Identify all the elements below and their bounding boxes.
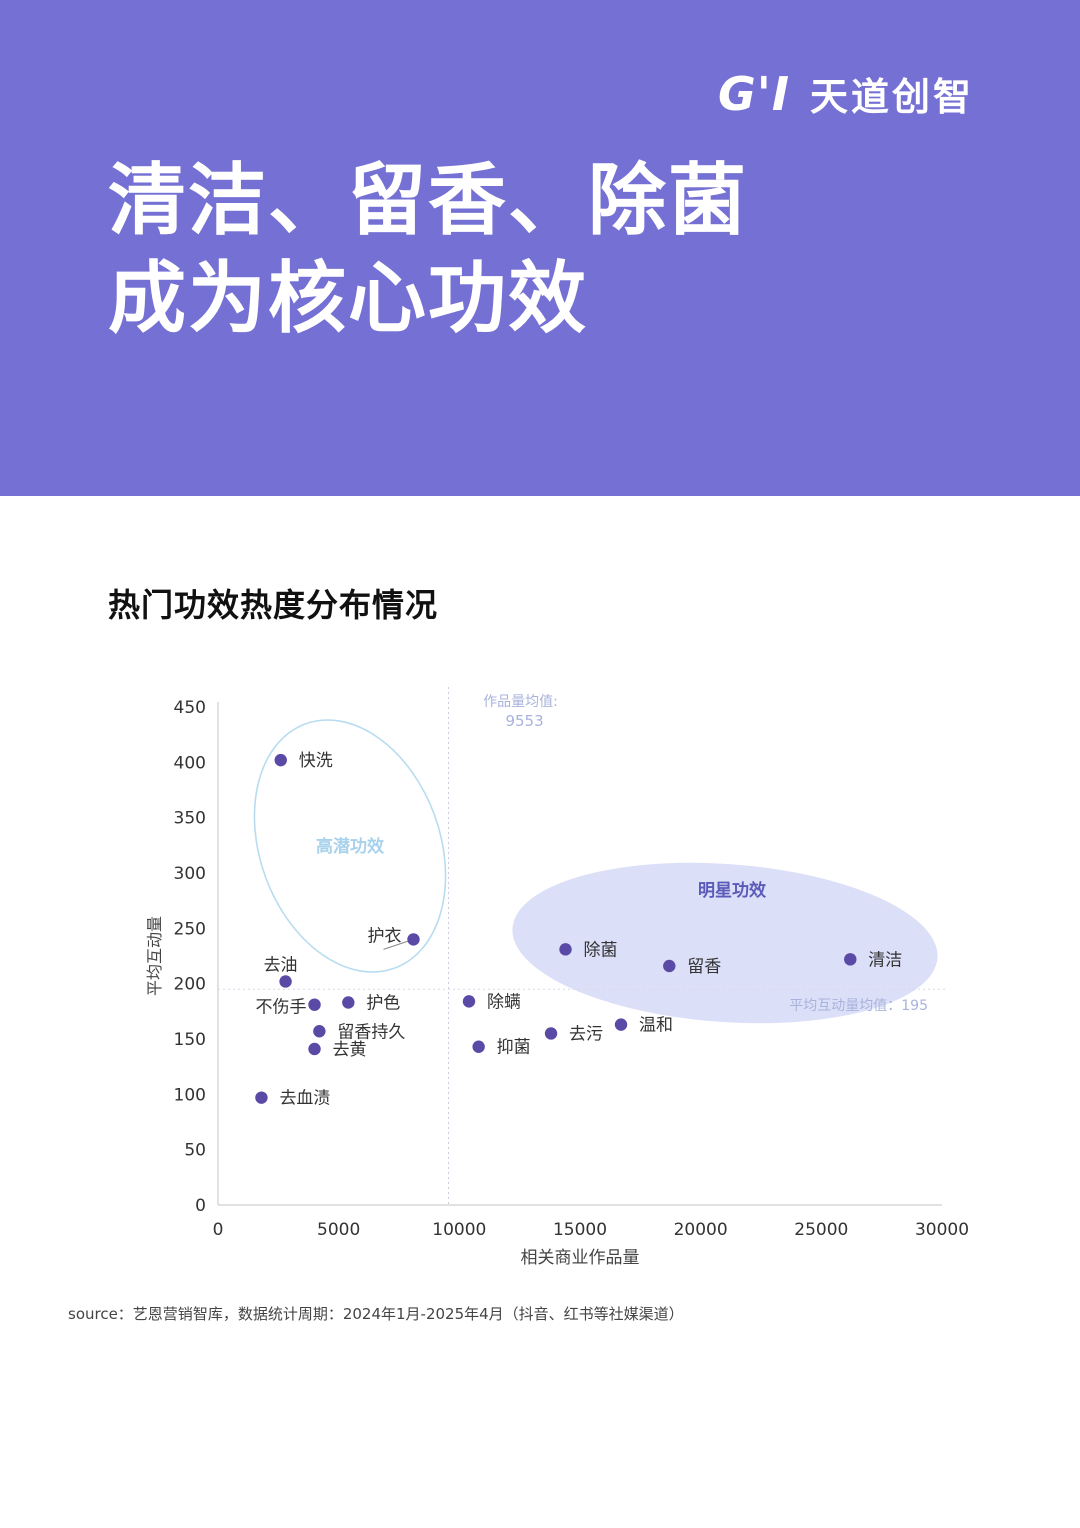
section-title: 热门功效热度分布情况	[108, 586, 439, 624]
data-point	[279, 975, 292, 988]
point-label: 留香	[687, 957, 721, 977]
brand-name: 天道创智	[809, 75, 974, 119]
data-point	[255, 1091, 268, 1104]
chart-axes: 0 50 100 150 200 250 300 350 400 450 0 5000 10000 150…	[145, 698, 969, 1268]
x-tick-label: 5000	[317, 1220, 360, 1240]
y-tick-label: 100	[174, 1085, 206, 1105]
data-point	[559, 943, 572, 956]
point-label: 去黄	[333, 1040, 367, 1060]
point-label: 抑菌	[497, 1038, 531, 1058]
point-label: 去血渍	[279, 1089, 330, 1109]
y-tick-label: 300	[174, 864, 206, 884]
x-mean-label: 作品量均值:	[483, 694, 558, 710]
group-ellipse-high-potential	[253, 719, 447, 973]
point-label: 去油	[264, 955, 298, 975]
data-point	[308, 1042, 321, 1056]
data-point	[313, 1025, 326, 1038]
point-label: 除菌	[584, 940, 618, 960]
x-tick-label: 20000	[674, 1220, 728, 1240]
brand-logo: G'I 天道创智	[718, 66, 974, 121]
point-label: 护色	[366, 993, 400, 1013]
mean-lines: 作品量均值: 9553 平均互动量均值：195	[218, 687, 948, 1205]
point-label: 清洁	[868, 950, 902, 970]
data-point	[342, 996, 355, 1009]
y-tick-label: 200	[174, 975, 206, 995]
x-tick-label: 10000	[432, 1220, 486, 1240]
group-label-star: 明星功效	[698, 880, 766, 901]
data-point	[614, 1018, 628, 1031]
x-tick-label: 0	[213, 1220, 224, 1240]
point-label: 留香持久	[337, 1022, 405, 1042]
brand-mark: G'I	[718, 66, 790, 121]
point-label: 去污	[569, 1024, 603, 1044]
y-tick-label: 50	[184, 1141, 206, 1161]
point-label: 除螨	[487, 992, 521, 1012]
data-point	[462, 995, 476, 1008]
data-point	[274, 753, 287, 767]
group-ellipse-star	[512, 862, 938, 1024]
point-leader-line	[383, 940, 408, 950]
point-label: 不伤手	[256, 998, 307, 1018]
page-title-line-2: 成为核心功效	[108, 254, 589, 344]
x-mean-value: 9553	[505, 712, 543, 730]
x-tick-label: 25000	[794, 1220, 848, 1240]
y-tick-label: 0	[195, 1196, 206, 1216]
data-point	[544, 1027, 558, 1040]
hero-banner: G'I 天道创智 清洁、留香、除菌 成为核心功效	[0, 0, 1080, 496]
x-axis-title: 相关商业作品量	[521, 1248, 640, 1268]
y-tick-label: 450	[174, 698, 206, 718]
data-point	[472, 1040, 485, 1053]
page-title-line-1: 清洁、留香、除菌	[108, 156, 749, 246]
y-tick-label: 400	[174, 753, 206, 773]
point-label: 护衣	[367, 926, 401, 946]
data-point	[407, 933, 420, 946]
page-title: 清洁、留香、除菌 成为核心功效	[108, 152, 748, 348]
data-point	[308, 998, 321, 1011]
data-point	[663, 959, 676, 973]
y-tick-label: 350	[174, 809, 206, 829]
x-tick-label: 15000	[553, 1220, 607, 1240]
x-tick-label: 30000	[915, 1220, 969, 1240]
point-label: 快洗	[299, 751, 333, 771]
y-tick-label: 250	[174, 919, 206, 939]
source-note: source：艺恩营销智库，数据统计周期：2024年1月-2025年4月（抖音、…	[68, 1305, 684, 1323]
y-axis-title: 平均互动量	[145, 916, 164, 996]
point-label: 温和	[639, 1016, 673, 1036]
group-label-high-potential: 高潜功效	[316, 836, 384, 857]
y-tick-label: 150	[174, 1030, 206, 1050]
data-point	[844, 953, 857, 966]
y-mean-label: 平均互动量均值：195	[789, 998, 928, 1014]
